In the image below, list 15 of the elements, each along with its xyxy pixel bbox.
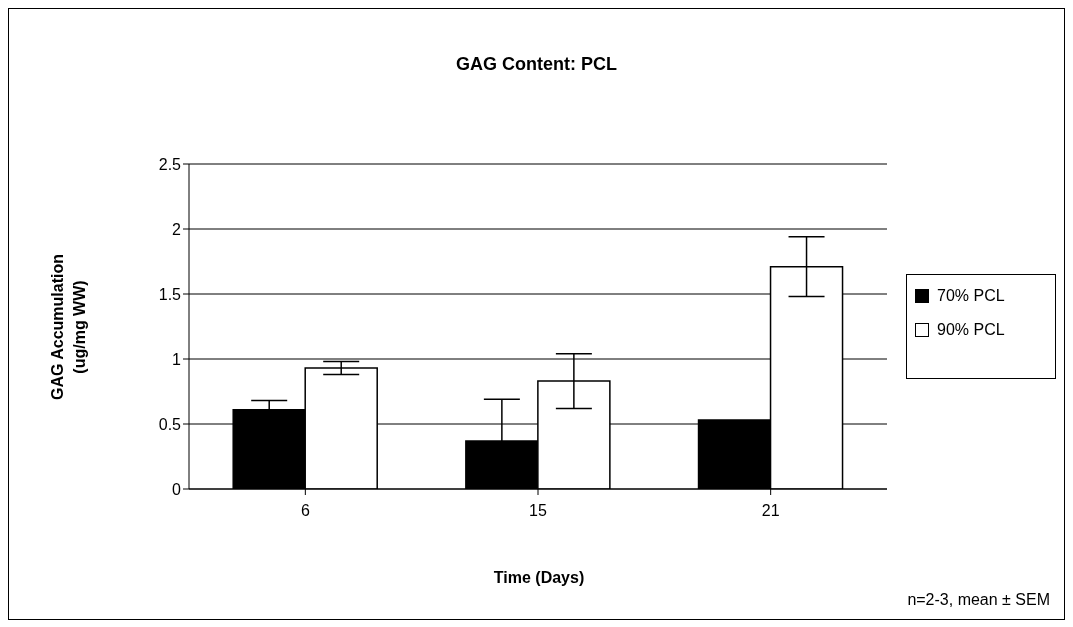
legend-label: 90% PCL: [937, 321, 1005, 339]
x-tick-label: 15: [529, 502, 547, 520]
legend-label: 70% PCL: [937, 287, 1005, 305]
x-tick-label: 21: [761, 502, 780, 520]
y-tick-label: 2.5: [158, 155, 182, 173]
y-tick-label: 1: [172, 350, 182, 368]
y-tick-label: 0: [172, 480, 182, 498]
chart-title: GAG Content: PCL: [455, 54, 618, 75]
y-tick-label: 2: [172, 220, 182, 238]
text: n=2-3, mean ± SEM: [907, 591, 1050, 609]
y-tick-label: 0.5: [158, 415, 182, 433]
x-tick-label: 6: [300, 502, 310, 520]
x-axis-title: Time (Days): [492, 569, 586, 587]
y-tick-label: 1.5: [158, 285, 182, 303]
y-axis-title: GAG Accumulation (ug/mg WW): [48, 253, 89, 401]
